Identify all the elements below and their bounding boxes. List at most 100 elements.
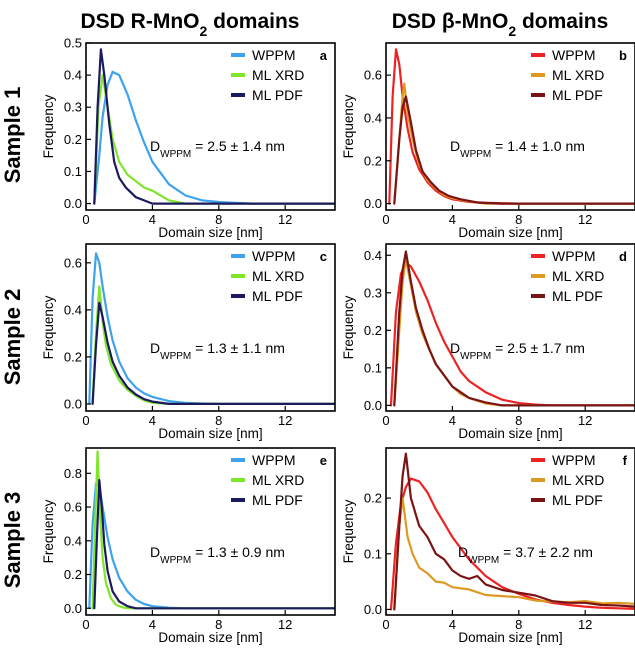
legend-label-ml-xrd: ML XRD (252, 268, 304, 284)
x-axis-label: Domain size [nm] (158, 225, 262, 240)
y-axis-label: Frequency (41, 295, 56, 359)
x-tick-label: 0 (82, 413, 89, 428)
series-group (88, 450, 335, 610)
plot-frame (85, 243, 336, 412)
col-title-b-mno2: DSD β-MnO2 domains (392, 10, 609, 39)
dwppm-annotation: DWPPM = 2.5 ± 1.4 nm (150, 138, 285, 160)
x-tick-label: 0 (82, 617, 89, 632)
x-tick-label: 4 (149, 413, 156, 428)
legend-label-ml-xrd: ML XRD (552, 67, 604, 83)
series-group (88, 252, 335, 405)
y-tick-label: 0.3 (364, 285, 382, 300)
y-tick-label: 0.3 (64, 100, 82, 115)
x-tick-label: 8 (215, 413, 222, 428)
x-tick-label: 8 (515, 212, 522, 227)
legend-label-ml-pdf: ML PDF (252, 288, 303, 304)
x-tick-label: 12 (278, 413, 292, 428)
x-tick-label: 4 (449, 413, 456, 428)
panel-letter: f (623, 453, 628, 468)
plot-frame (385, 447, 635, 616)
y-axis-label: Frequency (41, 94, 56, 158)
series-line-ml-xrd (91, 285, 335, 405)
dwppm-annotation: DWPPM = 3.7 ± 2.2 nm (458, 544, 593, 566)
y-tick-label: 0.2 (64, 132, 82, 147)
y-axis-label: Frequency (341, 94, 356, 158)
panel-d: 0 4 8 12 0.0 0.1 0.2 0.3 0.4 Domain size [nm] Freq… (341, 243, 635, 441)
legend-label-ml-pdf: ML PDF (252, 87, 303, 103)
panel-a: 0 4 8 12 0.0 0.1 0.2 0.3 0.4 0.5 Domain size [nm] F… (41, 36, 336, 240)
panel-f: 0 4 8 12 0.0 0.1 0.2 Domain size [nm] Frequency W… (341, 447, 635, 645)
y-tick-label: 0.2 (364, 153, 382, 168)
plot-frame (385, 243, 635, 412)
dwppm-annotation: DWPPM = 1.3 ± 0.9 nm (150, 544, 285, 566)
legend-label-ml-pdf: ML PDF (552, 87, 603, 103)
x-tick-label: 0 (382, 413, 389, 428)
legend-label-wppm: WPPM (252, 47, 296, 63)
y-tick-label: 0.6 (364, 68, 382, 83)
y-tick-label: 0.2 (64, 567, 82, 582)
x-tick-label: 8 (215, 617, 222, 632)
y-tick-label: 0.1 (364, 360, 382, 375)
series-line-ml-pdf (393, 95, 635, 205)
dwppm-annotation: DWPPM = 2.5 ± 1.7 nm (450, 340, 585, 362)
y-tick-label: 0.0 (364, 602, 382, 617)
panel-e: 0 4 8 12 0.0 0.2 0.4 0.6 0.8 Domain size [nm] Freq… (41, 447, 336, 645)
x-axis-label: Domain size [nm] (458, 630, 562, 645)
series-line-ml-pdf (393, 452, 635, 611)
y-tick-label: 0.4 (64, 533, 82, 548)
x-tick-label: 12 (278, 617, 292, 632)
row-title-sample-3: Sample 3 (0, 492, 25, 589)
panel-letter: b (619, 48, 627, 63)
y-tick-label: 0.5 (64, 36, 82, 51)
y-axis-label: Frequency (341, 499, 356, 563)
series-group (93, 48, 335, 205)
x-axis-label: Domain size [nm] (158, 426, 262, 441)
y-tick-label: 0.2 (364, 323, 382, 338)
legend-label-wppm: WPPM (252, 452, 296, 468)
y-tick-label: 0.6 (64, 255, 82, 270)
x-tick-label: 8 (215, 212, 222, 227)
series-group (389, 250, 635, 407)
legend-label-ml-pdf: ML PDF (552, 288, 603, 304)
x-tick-label: 4 (149, 212, 156, 227)
legend-label-ml-pdf: ML PDF (552, 492, 603, 508)
legend-label-wppm: WPPM (552, 248, 596, 264)
x-tick-label: 8 (515, 413, 522, 428)
x-tick-label: 4 (449, 617, 456, 632)
plot-frame (85, 447, 336, 616)
series-line-ml-xrd (91, 450, 335, 610)
plot-frame (385, 42, 635, 211)
y-tick-label: 0.0 (364, 398, 382, 413)
y-tick-label: 0.8 (64, 466, 82, 481)
panel-b: 0 4 8 12 0.0 0.2 0.4 0.6 Domain size [nm] Frequen… (341, 42, 635, 240)
x-tick-label: 12 (578, 212, 592, 227)
y-tick-label: 0.0 (64, 396, 82, 411)
y-tick-label: 0.0 (64, 601, 82, 616)
series-line-ml-pdf (393, 250, 635, 407)
series-line-ml-xrd (393, 497, 635, 611)
series-line-ml-pdf (91, 301, 335, 405)
y-tick-label: 0.0 (64, 196, 82, 211)
series-line-wppm (389, 477, 635, 611)
panel-letter: e (320, 453, 327, 468)
y-tick-label: 0.2 (364, 491, 382, 506)
x-tick-label: 12 (278, 212, 292, 227)
x-tick-label: 8 (515, 617, 522, 632)
y-axis-label: Frequency (41, 499, 56, 563)
y-tick-label: 0.4 (64, 302, 82, 317)
y-tick-label: 0.6 (64, 500, 82, 515)
x-tick-label: 4 (449, 212, 456, 227)
x-tick-label: 0 (382, 212, 389, 227)
y-tick-label: 0.1 (64, 164, 82, 179)
panel-letter: a (320, 48, 328, 63)
legend-label-wppm: WPPM (552, 47, 596, 63)
y-tick-label: 0.1 (364, 546, 382, 561)
x-axis-label: Domain size [nm] (458, 426, 562, 441)
y-tick-label: 0.0 (364, 196, 382, 211)
legend-label-ml-pdf: ML PDF (252, 492, 303, 508)
series-line-wppm (389, 261, 635, 407)
legend-label-ml-xrd: ML XRD (552, 472, 604, 488)
x-axis-label: Domain size [nm] (458, 225, 562, 240)
x-tick-label: 0 (82, 212, 89, 227)
